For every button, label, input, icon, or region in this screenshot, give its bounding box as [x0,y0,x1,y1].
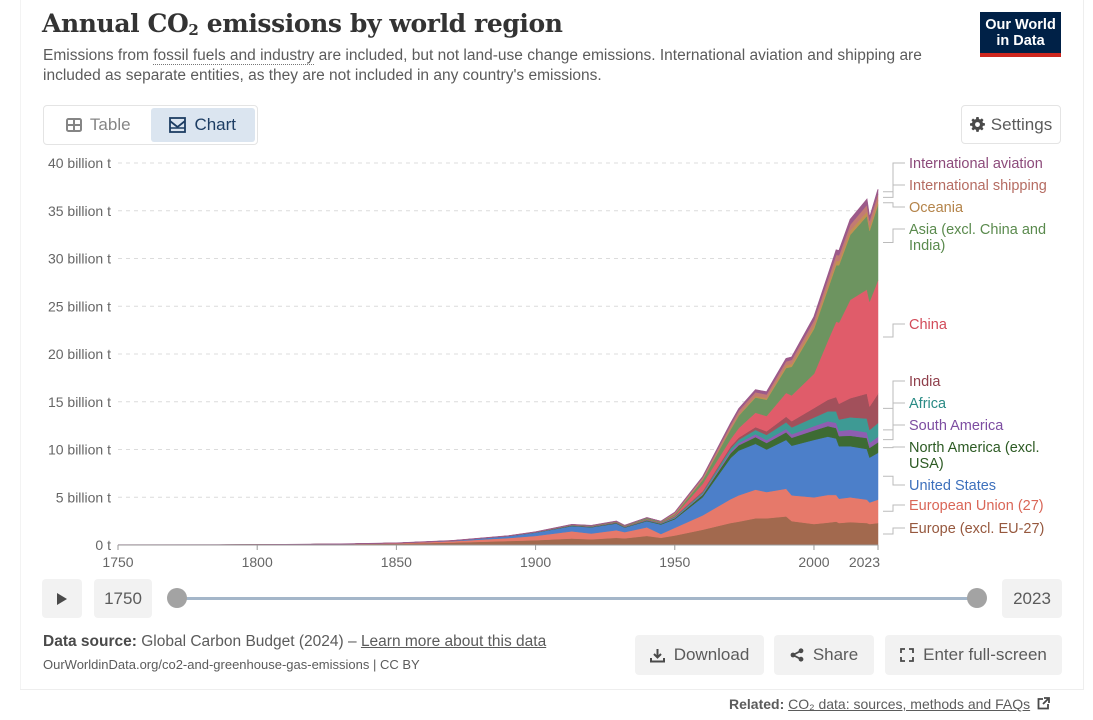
timeline-track[interactable] [177,597,977,600]
legend-connector [883,323,905,338]
share-icon [790,648,804,662]
legend-label[interactable]: India) [909,238,945,254]
view-tabs: Table Chart [43,105,258,145]
legend-connector [883,162,905,193]
legend-label[interactable]: International shipping [909,178,1047,194]
legend-connector [883,380,905,409]
play-icon [57,592,67,605]
y-tick-label: 30 billion t [48,251,111,267]
legend-label[interactable]: Oceania [909,200,964,216]
settings-button[interactable]: Settings [961,105,1061,144]
gear-icon [969,117,985,132]
start-year-box[interactable]: 1750 [94,579,152,618]
legend-connector [883,446,905,449]
legend-label[interactable]: India [909,374,941,390]
learn-more-link[interactable]: Learn more about this data [360,633,547,650]
stacked-area-chart: 0 t 5 billion t 10 billion t 15 billion t 20… [48,155,1047,570]
y-tick-label: 5 billion t [56,489,111,505]
end-year-box[interactable]: 2023 [1002,579,1062,618]
legend-label[interactable]: Asia (excl. China and [909,222,1046,238]
chart-title: Annual CO2 emissions by world region [42,9,563,39]
y-tick-label: 40 billion t [48,155,111,171]
share-button[interactable]: Share [774,635,874,675]
x-tick-label: 2000 [798,554,829,570]
legend-label[interactable]: United States [909,478,996,494]
source-url: OurWorldinData.org/co2-and-greenhouse-ga… [43,657,420,672]
tab-chart[interactable]: Chart [150,108,255,142]
x-tick-label: 1750 [102,554,133,570]
x-tick-label: 2023 [849,554,880,570]
legend-label[interactable]: South America [909,418,1004,434]
y-tick-label: 10 billion t [48,442,111,458]
chart-subtitle: Emissions from fossil fuels and industry… [43,47,922,84]
legend-label[interactable]: Africa [909,396,947,412]
y-tick-label: 35 billion t [48,203,111,219]
data-source: Data source: Global Carbon Budget (2024)… [43,633,547,650]
expand-icon [900,648,915,662]
related-faq-link[interactable]: CO₂ data: sources, methods and FAQs [788,696,1031,712]
x-tick-label: 1900 [520,554,551,570]
legend-connector [883,202,905,208]
table-icon [65,118,82,132]
timeline-start-handle[interactable] [167,588,187,608]
legend-connector [883,424,905,441]
legend-connector [883,402,905,431]
legend-label[interactable]: International aviation [909,156,1043,172]
total-outline [117,189,879,546]
legend-connector [883,504,905,512]
legend-connector [883,475,905,486]
fullscreen-button[interactable]: Enter full-screen [885,635,1062,675]
legend-label[interactable]: USA) [909,456,944,472]
area-series [117,189,879,546]
fossil-fuels-tooltip-link[interactable]: fossil fuels and industry [153,47,315,65]
play-button[interactable] [42,579,82,618]
external-link-icon [1037,697,1050,710]
y-tick-label: 20 billion t [48,346,111,362]
legend-label[interactable]: China [909,317,948,333]
related-link-row: Related: CO₂ data: sources, methods and … [729,696,1050,712]
y-tick-label: 25 billion t [48,298,111,314]
x-axis: 1750 1800 1850 1900 1950 2000 2023 [102,544,880,570]
legend-label[interactable]: North America (excl. [909,440,1040,456]
chart-icon [169,117,187,133]
chart-frame [20,0,1084,690]
x-tick-label: 1800 [242,554,273,570]
divider [20,689,1083,690]
tab-table[interactable]: Table [46,108,151,142]
y-tick-label: 0 t [95,537,111,553]
y-axis: 0 t 5 billion t 10 billion t 15 billion t 20… [48,155,111,553]
download-button[interactable]: Download [635,635,764,675]
owid-logo[interactable]: Our World in Data [980,12,1061,57]
legend-connector [883,228,905,243]
y-tick-label: 15 billion t [48,394,111,410]
legend-label[interactable]: European Union (27) [909,498,1044,514]
x-tick-label: 1950 [659,554,690,570]
legend-connector [883,527,905,535]
legend-label[interactable]: Europe (excl. EU-27) [909,521,1044,537]
legend: Europe (excl. EU-27) European Union (27) U… [883,156,1047,537]
download-icon [649,648,665,662]
x-tick-label: 1850 [381,554,412,570]
timeline-end-handle[interactable] [967,588,987,608]
